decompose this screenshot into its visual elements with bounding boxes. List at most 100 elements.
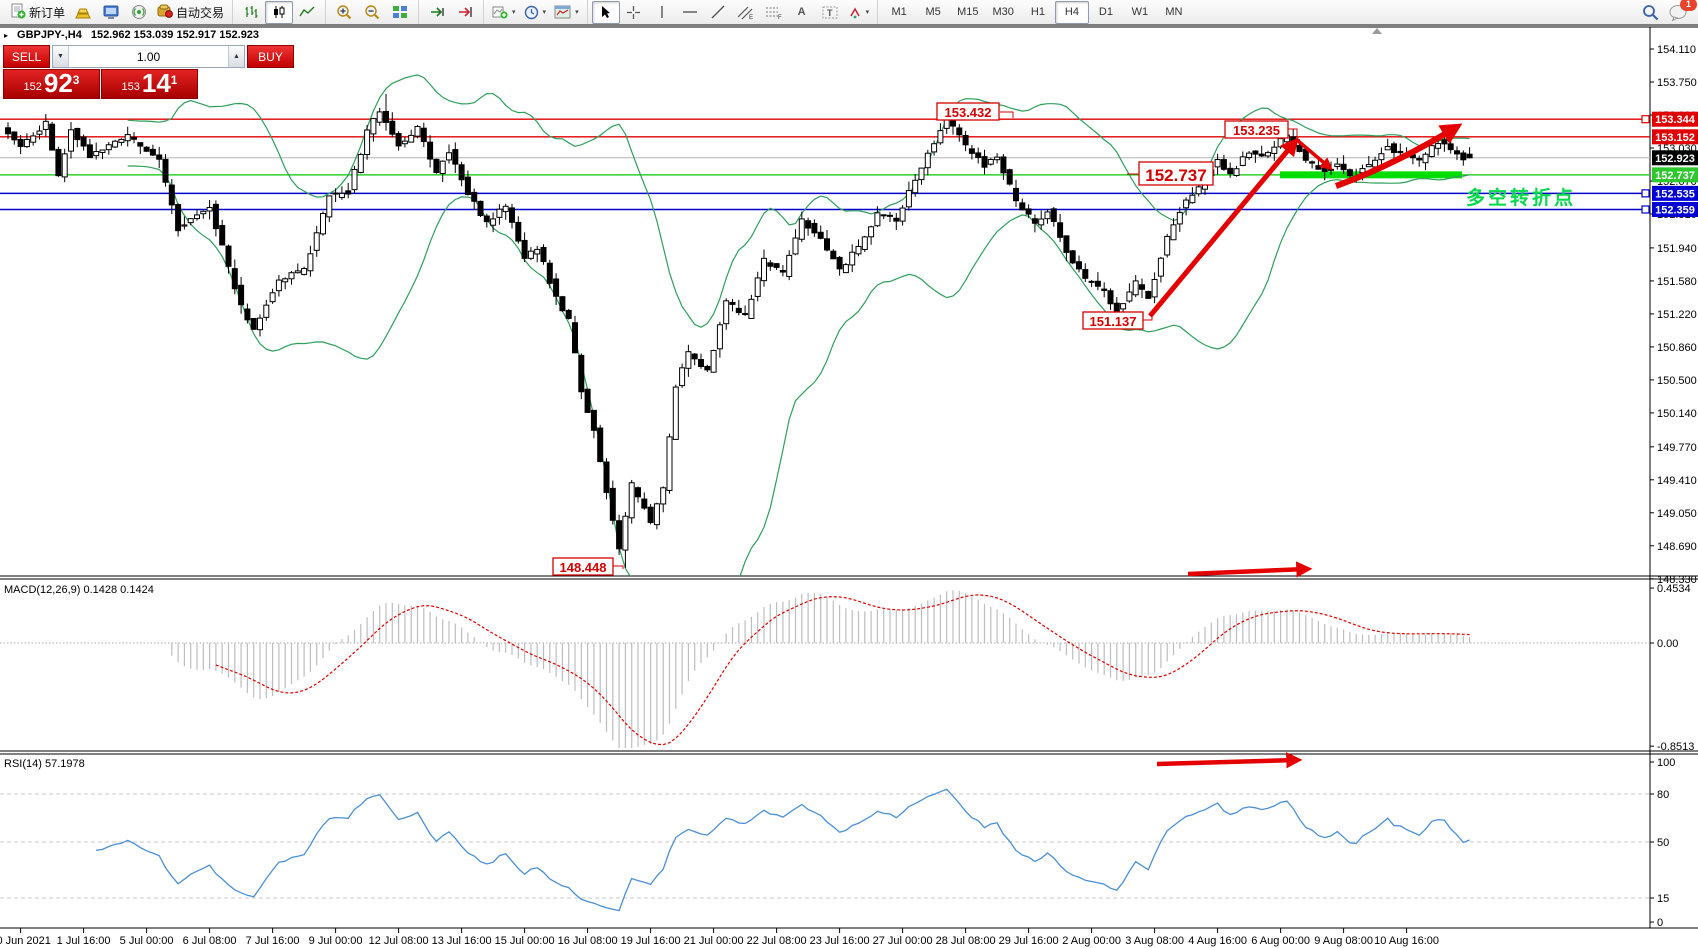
- red-trend-arrow-4[interactable]: [1187, 561, 1313, 578]
- time-axis-label: 1 Jul 16:00: [57, 935, 111, 947]
- cursor-tool-button[interactable]: [591, 0, 620, 24]
- arrows-tool-button[interactable]: ▾: [844, 1, 874, 24]
- volume-input[interactable]: [69, 46, 228, 67]
- ask-price-display[interactable]: 153 14 1: [101, 69, 198, 99]
- time-axis-label: 6 Jul 08:00: [183, 935, 237, 947]
- axis-price-tag-152.535: 152.535: [1652, 185, 1698, 201]
- zoom-out-button[interactable]: [358, 1, 386, 24]
- svg-text:152.737: 152.737: [1655, 170, 1695, 182]
- market-button[interactable]: [97, 1, 125, 24]
- callout-152.737[interactable]: 152.737: [1127, 161, 1214, 186]
- channel-tool-button[interactable]: E: [732, 1, 760, 24]
- text-tool-button[interactable]: A: [797, 6, 806, 18]
- volume-increase-button[interactable]: ▲: [228, 46, 244, 67]
- rsi-axis-label: 80: [1657, 789, 1669, 801]
- candlestick-chart-button[interactable]: [265, 0, 294, 24]
- svg-text:152.737: 152.737: [1145, 166, 1206, 185]
- volume-control: ▼ ▲: [52, 45, 245, 68]
- market-monitor-icon: [103, 5, 119, 19]
- timeframe-button-H4[interactable]: H4: [1054, 0, 1089, 24]
- rsi-label: RSI(14) 57.1978: [4, 758, 85, 770]
- callout-148.448[interactable]: 148.448: [552, 557, 624, 576]
- red-trend-arrow-5[interactable]: [1156, 752, 1303, 769]
- candlestick-chart-icon: [274, 6, 285, 18]
- price-axis-label: 154.110: [1657, 44, 1696, 56]
- indicators-button[interactable]: ▾: [488, 1, 520, 24]
- level-line-handle[interactable]: [1641, 205, 1650, 214]
- chart-ohlc-values: 152.962 153.039 152.917 152.923: [90, 29, 260, 41]
- text-label-tool-button[interactable]: T: [816, 1, 844, 24]
- sell-button[interactable]: SELL: [3, 45, 50, 68]
- macd-axis-label: -0.8513: [1657, 741, 1694, 753]
- bid-price-display[interactable]: 152 92 3: [3, 69, 100, 99]
- red-trend-arrow-1[interactable]: [1148, 137, 1299, 318]
- dropdown-arrow-icon: ▾: [542, 9, 547, 16]
- notifications-button[interactable]: 1: [1664, 0, 1697, 24]
- trade-toolbar-group: 新订单 自动交易: [2, 0, 234, 24]
- templates-button[interactable]: ▾: [550, 1, 583, 24]
- time-axis-label: 4 Aug 16:00: [1188, 935, 1247, 947]
- chart-shift-marker[interactable]: [1372, 28, 1382, 34]
- signals-button[interactable]: [125, 1, 153, 24]
- trendline-tool-button[interactable]: [704, 1, 732, 24]
- time-axis-label: 30 Jun 2021: [0, 935, 51, 947]
- search-button[interactable]: [1636, 1, 1664, 24]
- cn-turning-point-note[interactable]: 多空转折点: [1466, 186, 1576, 209]
- crosshair-tool-button[interactable]: [620, 1, 648, 24]
- callout-151.137[interactable]: 151.137: [1082, 311, 1153, 330]
- timeframe-button-D1[interactable]: D1: [1098, 6, 1113, 18]
- line-chart-button[interactable]: [293, 1, 321, 24]
- svg-text:152.359: 152.359: [1655, 204, 1695, 216]
- timeframe-button-M1[interactable]: M1: [891, 6, 907, 18]
- equidistant-channel-icon: E: [737, 6, 753, 20]
- svg-text:E: E: [749, 15, 753, 20]
- tile-windows-button[interactable]: [386, 1, 414, 24]
- horizontal-line-tool-button[interactable]: [676, 1, 704, 24]
- auto-trading-button[interactable]: 自动交易: [153, 1, 228, 24]
- chart-shift-icon: [459, 7, 472, 17]
- volume-decrease-button[interactable]: ▼: [53, 46, 69, 67]
- callout-153.432[interactable]: 153.432: [936, 102, 1014, 121]
- svg-text:T: T: [827, 8, 833, 18]
- timeframe-button-H1[interactable]: H1: [1030, 6, 1045, 18]
- time-axis-label: 16 Jul 08:00: [558, 935, 618, 947]
- ask-price-prefix: 153: [121, 81, 140, 93]
- vertical-line-tool-button[interactable]: [648, 1, 676, 24]
- chart-shift-button[interactable]: [451, 1, 479, 24]
- gold-bars-icon: [74, 8, 91, 19]
- price-axis: 154.110153.750153.390153.030152.670152.3…: [1641, 44, 1698, 586]
- timeframe-button-M15[interactable]: M15: [957, 6, 979, 18]
- cursor-icon: [601, 6, 610, 18]
- bar-chart-button[interactable]: [237, 1, 265, 24]
- time-axis-label: 27 Jul 00:00: [873, 935, 933, 947]
- red-trend-arrow-3[interactable]: [1334, 123, 1463, 189]
- zoom-in-button[interactable]: [330, 1, 358, 24]
- buy-button[interactable]: BUY: [247, 45, 294, 68]
- timeframe-button-M30[interactable]: M30: [992, 6, 1014, 18]
- scroll-group: [419, 0, 485, 24]
- fibonacci-tool-button[interactable]: F: [760, 1, 788, 24]
- collapse-marker-icon[interactable]: ▸: [4, 30, 9, 40]
- auto-scroll-button[interactable]: [423, 1, 451, 24]
- periods-button[interactable]: ▾: [520, 1, 551, 24]
- timeframe-group: M1 M5 M15 M30 H1 H4 D1 W1 MN: [878, 0, 1195, 24]
- gold-button[interactable]: [69, 1, 97, 24]
- time-axis-label: 29 Jul 16:00: [999, 935, 1059, 947]
- level-line-handle[interactable]: [1641, 115, 1650, 124]
- red-trend-arrow-2[interactable]: [1295, 138, 1333, 171]
- svg-text:153.344: 153.344: [1655, 114, 1696, 126]
- time-axis-label: 9 Jul 00:00: [309, 935, 363, 947]
- chart-symbol-period: GBPJPY-,H4: [17, 29, 82, 41]
- time-axis-label: 12 Jul 08:00: [369, 935, 429, 947]
- timeframe-button-MN[interactable]: MN: [1165, 6, 1183, 18]
- callout-153.235[interactable]: 153.235: [1224, 120, 1298, 139]
- new-order-button[interactable]: 新订单: [6, 1, 69, 24]
- price-axis-label: 151.580: [1657, 276, 1697, 288]
- signals-icon: [132, 5, 147, 19]
- level-line-handle[interactable]: [1641, 189, 1650, 198]
- timeframe-button-M5[interactable]: M5: [925, 6, 941, 18]
- timeframe-button-W1[interactable]: W1: [1131, 6, 1149, 18]
- chart-background: [0, 26, 1698, 948]
- price-axis-label: 149.410: [1657, 475, 1697, 487]
